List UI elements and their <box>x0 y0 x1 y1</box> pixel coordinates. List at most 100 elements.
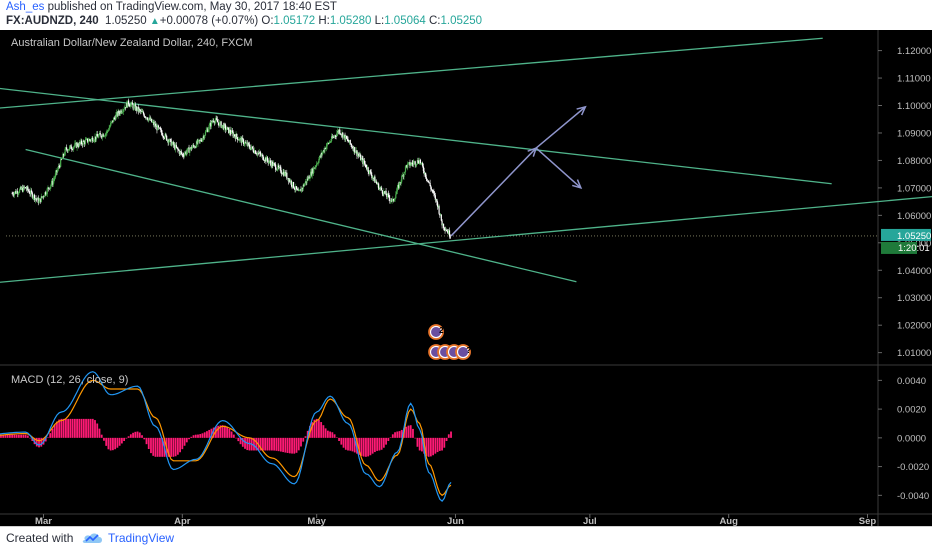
down-candle <box>339 133 342 135</box>
up-candle <box>372 177 374 179</box>
histogram-bar <box>120 437 123 444</box>
chart-area[interactable]: 22?? 1.12000 1.11000 1.10000 1.09000 1.08000… <box>0 30 932 526</box>
up-candle <box>192 145 194 148</box>
up-candle <box>366 167 369 170</box>
down-candle <box>448 230 451 237</box>
down-candle <box>120 110 122 113</box>
down-candle <box>374 176 376 183</box>
low-label: L: <box>374 15 385 27</box>
down-candle <box>278 165 280 168</box>
down-candle <box>242 138 244 140</box>
down-candle <box>225 125 227 130</box>
up-candle <box>420 163 422 164</box>
up-candle <box>142 111 144 113</box>
open-value: 1.05172 <box>273 15 316 27</box>
down-candle <box>368 171 370 174</box>
down-candle <box>275 164 277 170</box>
down-candle <box>449 236 451 238</box>
up-candle <box>197 139 199 144</box>
histogram-bar <box>85 418 87 438</box>
histogram-bar <box>295 437 298 453</box>
down-candle <box>333 136 335 138</box>
histogram-bar <box>87 418 90 438</box>
down-candle <box>97 136 99 138</box>
down-candle <box>234 136 236 139</box>
up-candle <box>135 106 137 110</box>
up-candle <box>148 118 150 121</box>
down-candle <box>231 130 233 133</box>
price-tick-label: 1.06000 <box>897 211 931 222</box>
down-candle <box>128 104 130 106</box>
down-candle <box>344 134 346 140</box>
down-candle <box>429 182 431 187</box>
histogram-bar <box>11 434 14 438</box>
up-candle <box>413 162 415 165</box>
histogram-bar <box>203 432 206 438</box>
histogram-bar <box>96 423 99 438</box>
down-candle <box>440 214 442 221</box>
up-candle <box>354 152 357 154</box>
up-candle <box>111 120 113 122</box>
down-candle <box>286 172 288 179</box>
down-candle <box>381 190 383 194</box>
down-candle <box>427 180 429 182</box>
up-candle <box>76 143 78 148</box>
up-candle <box>172 141 174 144</box>
chart-canvas[interactable]: 22?? 1.12000 1.11000 1.10000 1.09000 1.08000… <box>0 30 932 526</box>
up-candle <box>316 163 319 165</box>
down-candle <box>292 182 295 188</box>
down-candle <box>281 173 283 175</box>
trendline <box>0 195 932 283</box>
up-candle <box>345 135 347 140</box>
histogram-bar <box>244 437 246 449</box>
down-candle <box>13 194 15 196</box>
histogram-bar <box>176 437 179 455</box>
footer: Created with TradingView <box>0 526 932 550</box>
down-candle <box>80 140 83 145</box>
down-candle <box>445 230 448 232</box>
up-candle <box>408 162 410 163</box>
up-candle <box>435 199 437 200</box>
histogram-bar <box>291 437 293 454</box>
down-candle <box>72 149 74 151</box>
up-candle <box>318 159 320 163</box>
up-candle <box>244 142 246 145</box>
down-candle <box>166 135 168 141</box>
down-candle <box>291 185 293 187</box>
author-link[interactable]: Ash_es <box>6 1 45 13</box>
down-candle <box>255 153 257 155</box>
down-candle <box>200 140 202 141</box>
down-candle <box>334 135 336 137</box>
histogram-bar <box>217 425 220 438</box>
histogram-bar <box>432 437 435 456</box>
up-candle <box>277 165 279 170</box>
up-candle <box>410 164 412 166</box>
down-candle <box>56 170 58 172</box>
up-candle <box>65 147 67 149</box>
down-candle <box>447 231 449 234</box>
histogram-bar <box>425 437 428 456</box>
up-candle <box>299 189 301 191</box>
up-candle <box>103 136 105 137</box>
down-candle <box>129 105 131 107</box>
up-candle <box>377 183 379 185</box>
down-candle <box>367 167 369 172</box>
down-candle <box>308 176 310 179</box>
up-candle <box>223 124 225 130</box>
up-candle <box>268 161 270 163</box>
tradingview-link[interactable]: TradingView <box>108 531 175 545</box>
histogram-bar <box>277 437 280 452</box>
histogram-bar <box>414 437 417 439</box>
up-candle <box>63 154 65 156</box>
histogram-bar <box>78 418 81 438</box>
up-candle <box>101 134 104 138</box>
up-candle <box>298 190 301 191</box>
down-candle <box>201 140 203 142</box>
down-candle <box>248 143 250 145</box>
histogram-bar <box>20 434 23 438</box>
histogram-bar <box>49 433 52 438</box>
macd-tick-label: 0.0020 <box>897 405 926 416</box>
histogram-bar <box>62 418 65 438</box>
time-tick-label: Mar <box>35 516 52 526</box>
event-marker-label: ? <box>466 346 471 355</box>
